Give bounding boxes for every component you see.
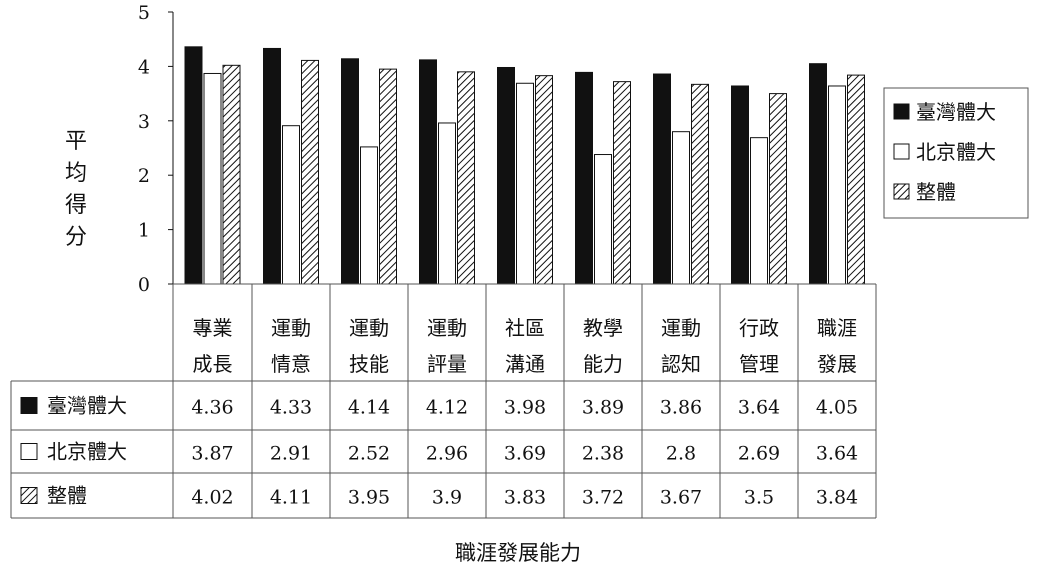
legend-swatch [893,183,910,200]
data-label: 4.05 [816,397,858,419]
legend-swatch [893,143,910,160]
table-series-name: 整體 [47,484,87,508]
bar [613,81,631,285]
category-label: 溝通 [505,352,545,376]
category-label: 運動 [271,316,311,340]
bar [438,122,456,285]
y-axis-label-char: 得 [65,193,87,218]
category-label: 認知 [661,352,701,376]
y-tick-label: 0 [138,274,150,296]
table-swatch [20,487,38,504]
data-label: 3.83 [504,487,546,509]
data-label: 4.12 [426,397,468,419]
y-axis-label-char: 均 [65,161,87,186]
x-axis-label: 職涯發展能力 [455,541,581,565]
data-label: 2.52 [348,443,390,465]
data-label: 2.91 [270,443,312,465]
bar [497,66,515,285]
table-series-name: 北京體大 [47,440,127,464]
bar [594,154,612,285]
category-label: 運動 [661,316,701,340]
y-tick-label: 4 [138,56,150,78]
category-label: 情意 [271,352,311,376]
data-label: 3.95 [348,487,390,509]
data-label: 4.36 [191,397,233,419]
category-label: 運動 [349,316,389,340]
data-label: 3.67 [660,487,702,509]
bar [847,74,865,285]
data-label: 2.38 [582,443,624,465]
bar [301,59,319,285]
bar [222,64,241,285]
bar [575,71,593,285]
legend-swatch [893,103,910,120]
table-swatch [20,443,38,460]
category-label: 職涯 [817,316,857,340]
data-label: 3.98 [504,397,546,419]
table-series-name: 臺灣體大 [47,394,127,418]
category-label: 運動 [427,316,467,340]
bar [535,75,553,285]
category-label: 成長 [193,352,233,376]
bar [809,63,827,285]
data-label: 2.96 [426,443,468,465]
data-label: 3.9 [432,487,462,509]
category-label: 發展 [817,352,857,376]
category-label: 評量 [427,352,467,376]
bar [691,83,709,285]
data-label: 3.87 [191,443,233,465]
data-label: 4.33 [270,397,312,419]
data-label: 3.64 [816,443,858,465]
bar [379,68,397,285]
category-label: 管理 [739,352,779,376]
y-axis-label-char: 分 [65,225,87,250]
bar [457,71,475,285]
bar [653,73,671,285]
bar [203,72,222,285]
category-label: 教學 [583,316,623,340]
data-label: 3.84 [816,487,858,509]
table-swatch [20,397,38,414]
data-label: 3.86 [660,397,702,419]
y-tick-label: 1 [138,220,150,242]
category-label: 專業 [193,316,233,340]
data-label: 4.02 [191,487,233,509]
category-label: 行政 [739,316,779,340]
y-tick-label: 2 [138,165,150,187]
bar [672,131,690,285]
bar [419,59,437,285]
bar [282,125,300,285]
y-axis-label-char: 平 [65,129,87,154]
data-label: 4.11 [270,487,312,509]
data-label: 2.69 [738,443,780,465]
data-label: 3.5 [744,487,774,509]
bar [184,46,203,285]
category-label: 社區 [505,316,545,340]
bar [360,146,378,285]
legend-entry: 北京體大 [916,140,996,164]
bar [341,58,359,285]
y-tick-label: 3 [138,111,150,133]
category-label: 能力 [583,352,623,376]
legend-entry: 整體 [916,180,956,204]
data-label: 3.64 [738,397,780,419]
data-label: 3.89 [582,397,624,419]
category-label: 技能 [349,352,389,376]
data-label: 3.72 [582,487,624,509]
bar [769,93,787,285]
bar [263,47,281,285]
data-label: 4.14 [348,397,390,419]
y-tick-label: 5 [138,2,150,24]
data-label: 3.69 [504,443,546,465]
bar [828,85,846,285]
data-label: 2.8 [666,443,696,465]
bar [750,137,768,285]
bar [731,85,749,285]
legend-entry: 臺灣體大 [916,100,996,124]
bar [516,82,534,285]
